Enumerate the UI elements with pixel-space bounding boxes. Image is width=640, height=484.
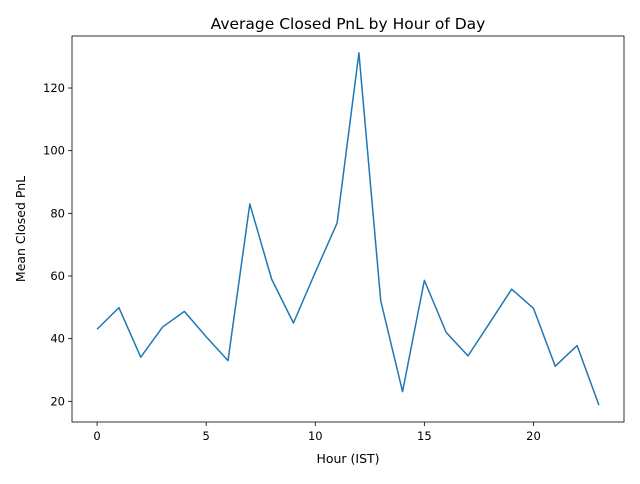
x-tick-label: 10 — [308, 429, 323, 443]
y-tick-label: 40 — [50, 332, 65, 346]
x-tick-label: 20 — [526, 429, 541, 443]
y-tick-label: 100 — [43, 144, 65, 158]
axes: 0 5 10 15 20 20 40 60 80 100 120 — [43, 35, 625, 443]
x-axis-label: Hour (IST) — [316, 451, 379, 466]
x-tick-label: 15 — [417, 429, 432, 443]
x-tick-label: 0 — [93, 429, 100, 443]
y-tick-label: 80 — [50, 206, 65, 220]
y-tick-label: 120 — [43, 81, 65, 95]
y-axis-label: Mean Closed PnL — [13, 176, 28, 282]
y-tick-label: 20 — [50, 394, 65, 408]
chart-title: Average Closed PnL by Hour of Day — [211, 15, 486, 33]
plot-content — [96, 52, 600, 406]
series-line-0 — [96, 52, 600, 406]
y-tick-label: 60 — [50, 269, 65, 283]
plot-frame — [71, 35, 625, 423]
x-tick-label: 5 — [203, 429, 210, 443]
